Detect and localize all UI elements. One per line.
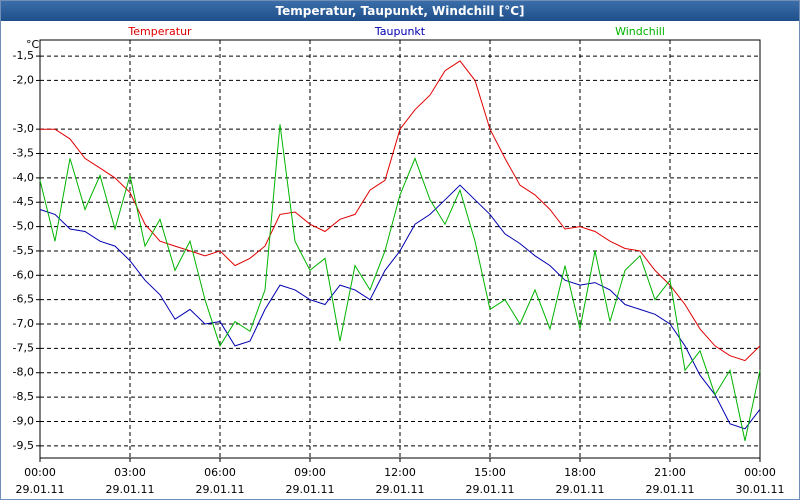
y-unit-label: °C [26,38,40,51]
x-tick-label: 00:00 29.01.11 [15,466,65,496]
legend-entry: Windchill [615,25,665,38]
title-bar: Temperatur, Taupunkt, Windchill [°C] [1,1,799,21]
y-tick-label: -9,5 [13,439,34,452]
y-tick-label: -6,5 [13,293,34,306]
series-line [40,60,761,362]
y-tick-label: -3,5 [13,147,34,160]
x-tick-label: 18:00 29.01.11 [555,466,605,496]
y-tick-label: -3,0 [13,122,34,135]
y-tick-label: -6,0 [13,268,34,281]
y-tick-label: -5,0 [13,220,34,233]
legend-entry: Temperatur [127,25,192,38]
plot-area [40,40,760,458]
y-tick-label: -1,5 [13,49,34,62]
y-tick-label: -7,5 [13,341,34,354]
series-line [39,124,761,442]
y-tick-label: -8,0 [13,366,34,379]
series-line [39,184,761,430]
y-tick-label: -7,0 [13,317,34,330]
x-tick-label: 03:00 29.01.11 [105,466,155,496]
legend-entry: Taupunkt [374,25,426,38]
x-tick-label: 09:00 29.01.11 [285,466,335,496]
y-tick-label: -8,5 [13,390,34,403]
x-tick-label: 12:00 29.01.11 [375,466,425,496]
y-tick-label: -4,5 [13,195,34,208]
y-tick-label: -9,0 [13,414,34,427]
y-tick-label: -5,5 [13,244,34,257]
y-tick-label: -2,0 [13,73,34,86]
x-tick-label: 06:00 29.01.11 [195,466,245,496]
x-tick-label: 00:00 30.01.11 [735,466,785,496]
x-tick-label: 15:00 29.01.11 [465,466,515,496]
x-tick-label: 21:00 29.01.11 [645,466,695,496]
y-tick-label: -4,0 [13,171,34,184]
plot-border [39,39,761,459]
